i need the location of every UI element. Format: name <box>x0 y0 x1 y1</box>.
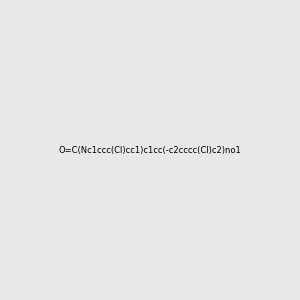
Text: O=C(Nc1ccc(Cl)cc1)c1cc(-c2cccc(Cl)c2)no1: O=C(Nc1ccc(Cl)cc1)c1cc(-c2cccc(Cl)c2)no1 <box>58 146 242 154</box>
